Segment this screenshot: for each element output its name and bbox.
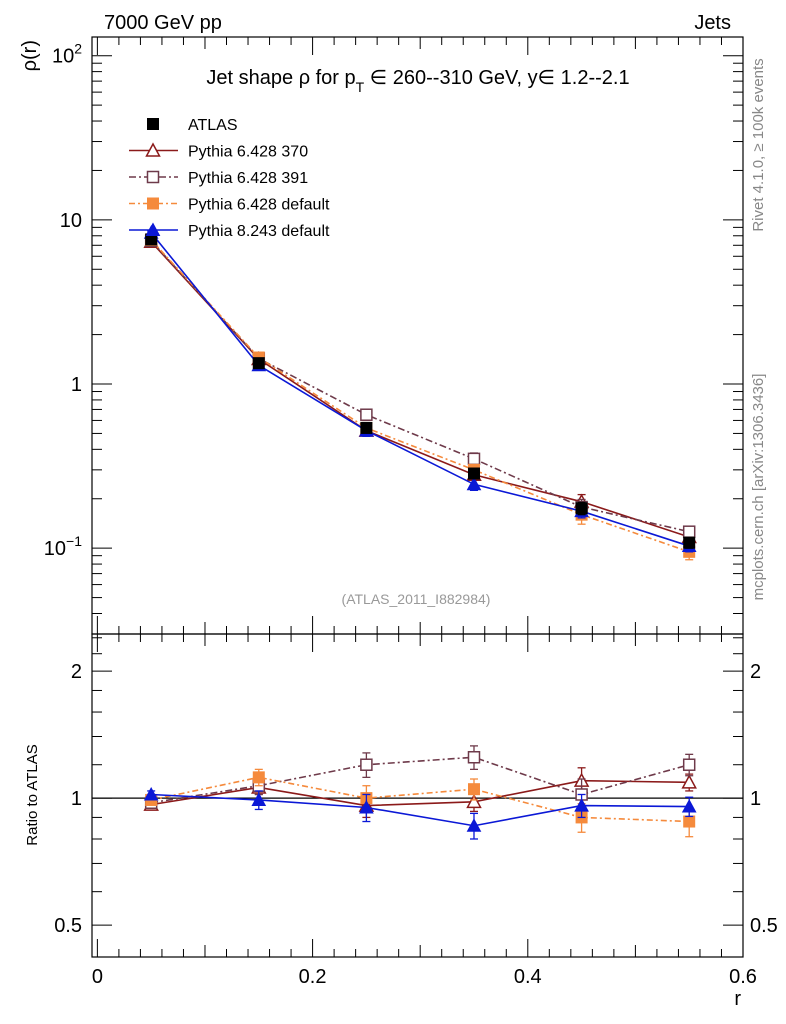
ratio-y-tick-label-right: 0.5 <box>750 915 778 937</box>
legend-item: Pythia 6.428 391 <box>129 170 308 187</box>
series-pythia-6-428-391 <box>144 745 696 813</box>
mcplots-label: mcplots.cern.ch [arXiv:1306.3436] <box>750 374 767 601</box>
marker-square-open <box>360 758 373 771</box>
marker-square-filled <box>683 536 696 549</box>
rivet-label: Rivet 4.1.0, ≥ 100k events <box>750 58 767 231</box>
series-line <box>151 793 690 827</box>
series-pythia-6-428-370 <box>143 767 697 819</box>
marker-square-open <box>467 750 481 764</box>
y-tick-label-base: 10 <box>44 538 66 560</box>
chart-title-prefix: Jet shape ρ for p <box>206 67 355 89</box>
chart-title-suffix: ∈ 260--310 GeV, y∈ 1.2--2.1 <box>364 67 629 89</box>
series-line <box>151 756 690 804</box>
main-y-label: ρ(r) <box>19 40 41 71</box>
ratio-y-ticks: 0.5 0.5 1 1 2 2 <box>54 637 778 937</box>
series-line <box>150 240 690 533</box>
ratio-y-tick-label-left: 1 <box>71 788 82 810</box>
marker-square-filled <box>252 771 265 784</box>
series-line <box>150 232 690 547</box>
ratio-frame <box>91 633 744 958</box>
main-x-ticks <box>96 37 744 634</box>
marker-triangle-filled <box>145 222 161 236</box>
marker-triangle-filled <box>574 798 589 812</box>
series-line <box>150 241 690 538</box>
y-tick-label-base: 1 <box>71 374 82 396</box>
legend-label: Pythia 6.428 default <box>188 197 330 214</box>
legend-item: ATLAS <box>147 117 238 134</box>
ratio-y-tick-label-left: 2 <box>71 661 82 683</box>
ratio-panel: 0.5 0.5 1 1 2 2 0 0.2 0.4 0.6 Ratio to ATLAS r <box>24 633 778 1010</box>
ratio-y-tick-label-left: 0.5 <box>54 915 82 937</box>
series-pythia-8-243-default <box>143 225 697 553</box>
y-tick-label: 10 <box>60 210 82 232</box>
marker-square-open <box>360 408 373 421</box>
marker-square-filled <box>360 421 373 434</box>
marker-triangle-open <box>466 793 482 809</box>
marker-square-filled <box>467 783 480 796</box>
y-tick-label-exponent: 2 <box>74 41 82 57</box>
legend-label: Pythia 6.428 391 <box>188 170 308 187</box>
x-tick-label: 0.2 <box>299 966 327 988</box>
series-pythia-8-243-default <box>143 786 697 840</box>
marker-triangle-filled <box>681 799 697 813</box>
marker-triangle-filled <box>466 818 482 832</box>
marker-triangle-filled <box>466 476 482 491</box>
legend-label: Pythia 6.428 370 <box>188 144 308 161</box>
series-line <box>151 776 690 823</box>
marker-square-filled <box>467 467 480 480</box>
y-tick-label-base: 10 <box>60 210 82 232</box>
marker-triangle-open <box>145 142 161 157</box>
marker-square-filled <box>147 197 159 210</box>
legend-label: Pythia 8.243 default <box>188 223 330 240</box>
series-pythia-6-428-391 <box>144 234 696 539</box>
ratio-x-ticks: 0 0.2 0.4 0.6 <box>92 634 757 988</box>
main-series <box>143 225 697 561</box>
x-axis-label: r <box>734 988 741 1010</box>
series-line <box>151 779 690 807</box>
chart-title: Jet shape ρ for pT ∈ 260--310 GeV, y∈ 1.… <box>206 67 629 95</box>
series-atlas <box>145 233 696 549</box>
chart-title-sub: T <box>356 79 365 95</box>
marker-square-open <box>146 170 160 184</box>
x-tick-label: 0 <box>92 966 103 988</box>
ratio-y-label: Ratio to ATLAS <box>24 744 41 845</box>
y-tick-label: 1 <box>71 374 82 396</box>
reference-label: (ATLAS_2011_I882984) <box>342 591 491 607</box>
marker-square-open <box>682 525 696 538</box>
header-right: Jets <box>694 12 731 34</box>
marker-triangle-filled <box>359 799 374 814</box>
legend-item: Pythia 6.428 default <box>129 197 330 214</box>
marker-square-open <box>467 452 481 466</box>
y-tick-label-exponent: −1 <box>66 533 82 549</box>
x-tick-label: 0.4 <box>514 966 542 988</box>
y-tick-label: 102 <box>52 41 82 68</box>
marker-square-open <box>682 758 696 771</box>
series-line <box>150 239 690 553</box>
marker-square-filled <box>575 502 588 515</box>
y-tick-label: 10−1 <box>44 533 82 560</box>
marker-square-filled <box>683 815 696 828</box>
x-tick-label: 0.6 <box>729 966 757 988</box>
marker-triangle-filled <box>251 792 267 806</box>
legend-item: Pythia 6.428 370 <box>129 142 308 161</box>
marker-triangle-filled <box>143 786 159 801</box>
marker-square-filled <box>147 118 159 130</box>
marker-square-filled <box>252 357 265 370</box>
ratio-y-tick-label-right: 2 <box>750 661 761 683</box>
legend: ATLAS Pythia 6.428 370 Pythia 6.428 391 Pyt… <box>129 117 330 240</box>
ratio-y-tick-label-right: 1 <box>750 788 761 810</box>
legend-label: ATLAS <box>188 117 238 134</box>
marker-triangle-open <box>681 774 697 789</box>
ratio-series <box>143 745 697 840</box>
header-left: 7000 GeV pp <box>104 12 222 34</box>
y-tick-label-base: 10 <box>52 46 74 68</box>
series-pythia-6-428-370 <box>143 233 697 544</box>
legend-item: Pythia 8.243 default <box>129 222 330 240</box>
